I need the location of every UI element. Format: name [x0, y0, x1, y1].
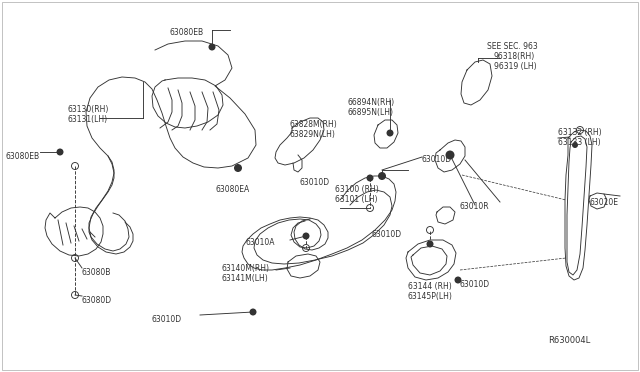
- Text: 63010D: 63010D: [422, 155, 452, 164]
- Text: SEE SEC. 963: SEE SEC. 963: [487, 42, 538, 51]
- Text: 96319 (LH): 96319 (LH): [494, 62, 536, 71]
- Text: 63010D: 63010D: [152, 315, 182, 324]
- Text: 63080EB: 63080EB: [170, 28, 204, 37]
- Text: 63010D: 63010D: [460, 280, 490, 289]
- Text: 63010E: 63010E: [589, 198, 618, 207]
- Text: 63829N(LH): 63829N(LH): [290, 130, 336, 139]
- Circle shape: [445, 151, 454, 160]
- Text: 63140M(RH): 63140M(RH): [222, 264, 270, 273]
- Text: 63010D: 63010D: [372, 230, 402, 239]
- Text: 63133 (LH): 63133 (LH): [558, 138, 600, 147]
- Circle shape: [367, 174, 374, 182]
- Text: 63080EA: 63080EA: [215, 185, 249, 194]
- Text: 63100 (RH): 63100 (RH): [335, 185, 379, 194]
- Text: 66895N(LH): 66895N(LH): [348, 108, 394, 117]
- Circle shape: [378, 172, 386, 180]
- Text: 63132 (RH): 63132 (RH): [558, 128, 602, 137]
- Text: 63131(LH): 63131(LH): [68, 115, 108, 124]
- Circle shape: [426, 241, 433, 247]
- Circle shape: [250, 308, 257, 315]
- Text: 63010A: 63010A: [245, 238, 275, 247]
- Text: 63080D: 63080D: [82, 296, 112, 305]
- Text: 63145P(LH): 63145P(LH): [408, 292, 453, 301]
- Text: 63828M(RH): 63828M(RH): [290, 120, 338, 129]
- Circle shape: [454, 276, 461, 283]
- Text: 63010R: 63010R: [460, 202, 490, 211]
- Circle shape: [209, 44, 216, 51]
- Text: 63144 (RH): 63144 (RH): [408, 282, 452, 291]
- Circle shape: [234, 164, 242, 172]
- Circle shape: [387, 129, 394, 137]
- Text: 96318(RH): 96318(RH): [494, 52, 535, 61]
- Text: 63130(RH): 63130(RH): [68, 105, 109, 114]
- Circle shape: [572, 142, 578, 148]
- Circle shape: [56, 148, 63, 155]
- Text: 63010D: 63010D: [300, 178, 330, 187]
- Text: 66894N(RH): 66894N(RH): [348, 98, 395, 107]
- Text: 63141M(LH): 63141M(LH): [222, 274, 269, 283]
- Circle shape: [303, 232, 310, 240]
- Text: 63080EB: 63080EB: [6, 152, 40, 161]
- Text: R630004L: R630004L: [548, 336, 590, 345]
- Text: 63101 (LH): 63101 (LH): [335, 195, 378, 204]
- Text: 63080B: 63080B: [82, 268, 111, 277]
